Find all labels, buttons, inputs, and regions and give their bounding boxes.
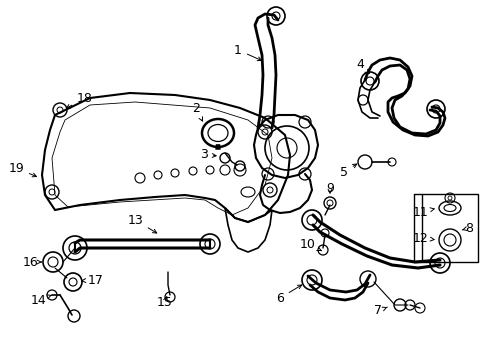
Text: 1: 1: [234, 44, 261, 60]
Text: 5: 5: [339, 164, 356, 179]
Text: 15: 15: [157, 296, 173, 309]
Text: 4: 4: [355, 58, 368, 73]
Text: 11: 11: [411, 206, 433, 219]
Text: 14: 14: [30, 293, 51, 306]
Text: 3: 3: [200, 148, 216, 162]
Text: 9: 9: [325, 181, 333, 194]
Text: 16: 16: [22, 256, 41, 269]
Text: 8: 8: [461, 221, 472, 234]
Text: 12: 12: [411, 231, 433, 244]
Text: 2: 2: [192, 102, 202, 121]
Text: 19: 19: [8, 162, 37, 177]
Text: 13: 13: [127, 213, 156, 233]
Text: 10: 10: [300, 238, 321, 251]
Text: 7: 7: [373, 305, 386, 318]
Bar: [421, 194, 477, 262]
Text: 18: 18: [66, 91, 93, 108]
Text: 6: 6: [276, 285, 301, 305]
Text: 17: 17: [81, 274, 103, 287]
